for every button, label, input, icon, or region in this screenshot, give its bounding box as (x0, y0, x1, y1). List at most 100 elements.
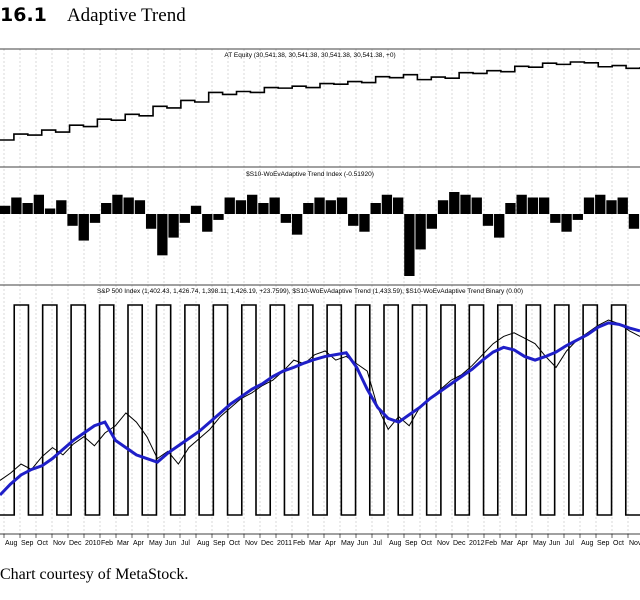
trend-index-bar (336, 197, 348, 214)
trend-index-bar (213, 214, 224, 220)
trend-index-bar (78, 214, 89, 241)
x-tick-label: Oct (37, 540, 48, 547)
x-tick-label: Sep (213, 540, 226, 547)
adaptive-trend-line (0, 321, 640, 497)
trend-index-bar (22, 203, 33, 214)
trend-index-bar (89, 214, 101, 223)
trend-index-bar (235, 200, 247, 214)
trend-index-bar (516, 194, 527, 214)
x-tick-label: Jul (565, 540, 574, 547)
figure-number: 16.1 (0, 4, 47, 26)
x-tick-label: Nov (629, 540, 640, 547)
trend-index-bar (291, 214, 303, 235)
binary-line (0, 304, 640, 516)
panel-frames (0, 48, 640, 535)
trend-index-bar (303, 203, 314, 214)
trend-index-bar (460, 194, 471, 214)
trend-index-bar (33, 194, 45, 214)
x-tick-label: Dec (261, 540, 274, 547)
trend-index-panel (0, 192, 640, 276)
trend-index-bar (269, 197, 280, 214)
trend-index-bar (527, 197, 539, 214)
x-tick-label: 2010 (85, 540, 101, 547)
x-tick-label: Mar (117, 540, 130, 547)
x-tick-label: May (149, 540, 163, 547)
x-tick-label: Nov (437, 540, 450, 547)
trend-index-bar (258, 203, 269, 214)
price-panel (0, 304, 640, 516)
x-tick-label: Oct (613, 540, 624, 547)
x-tick-label: Aug (389, 540, 402, 547)
trend-index-bar (157, 214, 168, 256)
trend-index-bar (134, 200, 146, 214)
trend-index-bar (437, 200, 449, 214)
trend-index-bar (314, 197, 325, 214)
x-tick-label: Dec (69, 540, 82, 547)
trend-index-bar (224, 197, 235, 214)
x-tick-label: Nov (53, 540, 66, 547)
trend-index-bar (168, 214, 179, 238)
trend-index-bar (179, 214, 190, 223)
trend-index-bar (583, 197, 595, 214)
x-tick-label: Jun (549, 540, 560, 547)
x-tick-label: Aug (581, 540, 594, 547)
trend-index-panel-title: $S10-WoEvAdaptive Trend Index (-0.51920) (246, 171, 374, 178)
price-panel-title: S&P 500 Index (1,402.43, 1,426.74, 1,398… (97, 288, 523, 295)
sp500-price-line (0, 319, 640, 481)
trend-index-bar (415, 214, 426, 250)
figure-title: Adaptive Trend (66, 5, 186, 26)
x-tick-label: 2011 (277, 540, 292, 547)
trend-index-bar (247, 194, 258, 214)
trend-index-bar (67, 214, 78, 226)
equity-panel (0, 61, 640, 141)
x-tick-label: May (533, 540, 547, 547)
figure-heading: 16.1 Adaptive Trend (0, 4, 186, 27)
trend-index-bar (561, 214, 572, 232)
trend-index-bar (505, 203, 516, 214)
x-tick-label: Aug (5, 540, 18, 547)
x-tick-label: May (341, 540, 355, 547)
trend-index-bar (44, 208, 56, 214)
trend-index-bar (538, 197, 550, 214)
trend-index-bar (359, 214, 370, 232)
x-tick-label: Apr (325, 540, 337, 547)
x-tick-label: Sep (597, 540, 610, 547)
trend-index-bar (595, 194, 606, 214)
trend-index-bar (606, 200, 617, 214)
x-tick-label: Apr (517, 540, 529, 547)
trend-index-bar (617, 197, 628, 214)
x-tick-label: 2012 (469, 540, 485, 547)
trend-index-bar (348, 214, 359, 226)
trend-index-bar (202, 214, 213, 232)
x-tick-label: Oct (421, 540, 432, 547)
x-tick-label: Mar (501, 540, 514, 547)
trend-index-bar (550, 214, 561, 223)
trend-index-bar (471, 197, 482, 214)
x-tick-label: Jul (181, 540, 190, 547)
trend-index-bar (381, 194, 393, 214)
x-tick-label: Jun (165, 540, 176, 547)
x-tick-label: Feb (485, 540, 497, 547)
x-tick-label: Apr (133, 540, 145, 547)
trend-index-bar (280, 214, 292, 223)
x-tick-label: Nov (245, 540, 258, 547)
trend-index-bar (572, 214, 583, 220)
x-tick-label: Sep (405, 540, 418, 547)
x-tick-label: Mar (309, 540, 322, 547)
chart-credit: Chart courtesy of MetaStock. (0, 566, 189, 583)
x-axis-ticks: Aug Sep Oct Nov Dec 2010 Feb Mar Apr May Jun Jul Aug… (3, 534, 640, 547)
x-tick-label: Jul (373, 540, 382, 547)
trend-index-bar (426, 214, 437, 229)
x-tick-label: Aug (197, 540, 210, 547)
trend-index-bar (392, 197, 404, 214)
metastock-chart: AT Equity (30,541.38, 30,541.38, 30,541.… (0, 48, 640, 547)
vertical-gridlines (3, 49, 629, 534)
x-tick-label: Sep (21, 540, 34, 547)
equity-line (0, 61, 640, 141)
trend-index-bar (325, 200, 336, 214)
trend-index-bar (449, 192, 460, 214)
trend-index-bar (628, 214, 640, 229)
trend-index-bar (112, 194, 123, 214)
trend-index-bar (11, 197, 22, 214)
trend-index-bar (56, 200, 67, 214)
